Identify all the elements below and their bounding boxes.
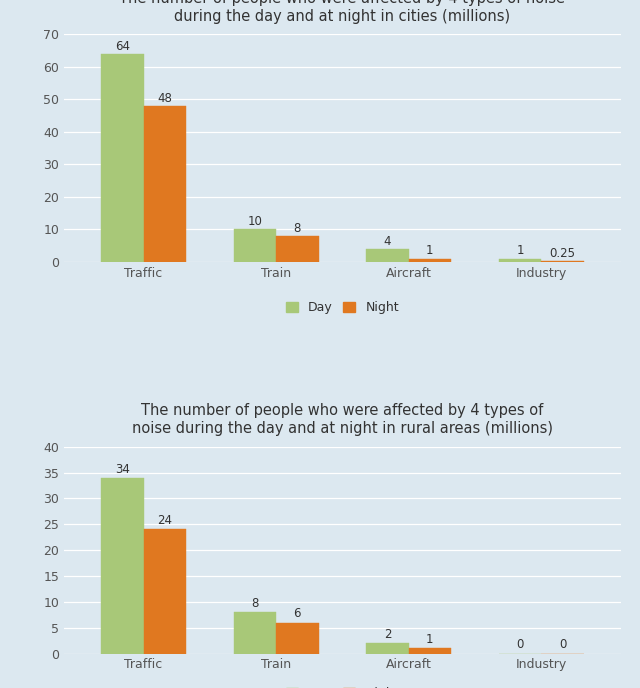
Text: 8: 8: [294, 222, 301, 235]
Text: 4: 4: [384, 235, 391, 248]
Text: 0.25: 0.25: [550, 247, 575, 260]
Bar: [234, 230, 276, 262]
Text: 1: 1: [516, 244, 524, 257]
Text: 10: 10: [248, 215, 262, 228]
Bar: [143, 530, 186, 654]
Title: The number of people who were affected by 4 types of noise
during the day and at: The number of people who were affected b…: [120, 0, 565, 23]
Bar: [234, 612, 276, 654]
Bar: [366, 249, 409, 262]
Legend: Day, Night: Day, Night: [281, 682, 404, 688]
Bar: [366, 643, 409, 654]
Text: 24: 24: [157, 515, 172, 528]
Bar: [143, 106, 186, 262]
Text: 34: 34: [115, 462, 130, 475]
Legend: Day, Night: Day, Night: [281, 297, 404, 319]
Text: 6: 6: [294, 608, 301, 621]
Text: 1: 1: [426, 634, 434, 646]
Bar: [541, 261, 584, 262]
Text: 0: 0: [516, 638, 524, 651]
Text: 64: 64: [115, 40, 130, 52]
Bar: [276, 623, 319, 654]
Bar: [409, 259, 451, 262]
Title: The number of people who were affected by 4 types of
noise during the day and at: The number of people who were affected b…: [132, 403, 553, 436]
Text: 1: 1: [426, 244, 434, 257]
Bar: [409, 648, 451, 654]
Bar: [499, 259, 541, 262]
Bar: [101, 54, 143, 262]
Bar: [276, 236, 319, 262]
Text: 0: 0: [559, 638, 566, 651]
Text: 8: 8: [252, 597, 259, 610]
Bar: [101, 477, 143, 654]
Text: 2: 2: [384, 628, 391, 641]
Text: 48: 48: [157, 92, 172, 105]
